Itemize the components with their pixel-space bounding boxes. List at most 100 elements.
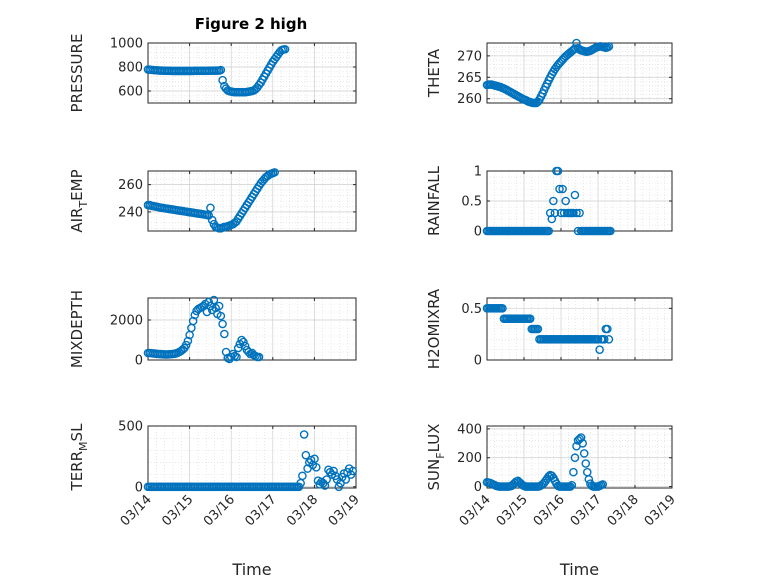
data-point bbox=[214, 301, 224, 311]
y-axis-label-sub: F bbox=[434, 452, 447, 458]
x-axis-label: Time bbox=[559, 560, 599, 579]
data-point bbox=[570, 190, 580, 200]
y-tick-label: 400 bbox=[457, 422, 482, 437]
data-point bbox=[311, 463, 321, 472]
data-point bbox=[604, 42, 614, 51]
data-point bbox=[604, 335, 614, 344]
y-axis-label-main: PRESSURE bbox=[68, 34, 86, 113]
y-axis-label: MIXDEPTH bbox=[68, 290, 86, 368]
data-point bbox=[270, 168, 279, 177]
y-axis-label: THETA bbox=[425, 48, 443, 98]
y-axis-label: SUNFLUX bbox=[425, 424, 447, 491]
y-axis-label-rest: LUX bbox=[425, 424, 443, 453]
data-point bbox=[545, 208, 555, 218]
y-axis-label: RAINFALL bbox=[425, 165, 443, 236]
data-point bbox=[218, 319, 227, 329]
data-point bbox=[598, 480, 608, 489]
data-point bbox=[558, 184, 567, 194]
data-point bbox=[498, 304, 507, 313]
y-axis-label: PRESSURE bbox=[68, 34, 86, 113]
data-point bbox=[239, 337, 248, 347]
x-tick-label: 03/18 bbox=[605, 492, 642, 529]
data-point bbox=[301, 450, 311, 460]
data-point bbox=[254, 352, 264, 362]
data-point bbox=[525, 314, 535, 323]
y-axis-label-main: H2OMIXRA bbox=[425, 288, 443, 369]
data-point bbox=[206, 203, 215, 213]
data-point bbox=[569, 208, 578, 218]
data-point bbox=[581, 459, 591, 468]
data-point bbox=[348, 466, 357, 476]
panel-6: 0 0.5 H2OMIXRA bbox=[425, 288, 673, 369]
data-point bbox=[533, 324, 543, 334]
data-point bbox=[575, 208, 584, 218]
y-tick-label: 0 bbox=[135, 480, 143, 495]
data-point bbox=[299, 430, 309, 439]
data-point bbox=[555, 184, 564, 194]
panel-1: 600 800 1000 PRESSURE bbox=[68, 34, 357, 113]
figure-title: Figure 2 high bbox=[195, 15, 308, 33]
y-tick-label: 800 bbox=[118, 61, 143, 76]
data-point bbox=[569, 467, 578, 477]
x-tick-label: 03/17 bbox=[243, 492, 280, 529]
x-tick-label: 03/15 bbox=[159, 492, 196, 529]
x-tick-label: 03/17 bbox=[568, 492, 605, 529]
y-axis-label-main: MIXDEPTH bbox=[68, 290, 86, 368]
y-axis-label: TERRMSL bbox=[68, 423, 90, 492]
y-axis-label-main: TERR bbox=[68, 451, 86, 492]
x-tick-label: 03/19 bbox=[642, 492, 679, 529]
y-tick-label: 0 bbox=[135, 354, 143, 369]
data-point bbox=[549, 196, 558, 206]
y-tick-label: 0 bbox=[474, 480, 482, 495]
y-axis-label-main: THETA bbox=[425, 48, 443, 98]
x-tick-label: 03/19 bbox=[326, 492, 363, 529]
axes-background bbox=[148, 426, 356, 488]
data-point bbox=[183, 336, 193, 346]
data-point bbox=[544, 226, 554, 236]
data-point bbox=[204, 297, 214, 307]
data-point bbox=[322, 475, 331, 484]
y-tick-label: 270 bbox=[457, 49, 482, 64]
x-tick-label: 03/15 bbox=[494, 492, 531, 529]
data-point bbox=[207, 215, 217, 225]
data-point bbox=[595, 345, 604, 354]
panel-7: 0 500 TERRMSL 03/14 03/15 03/16 03/17 03/18 03/1… bbox=[68, 420, 363, 580]
y-axis-label: AIRTEMP bbox=[68, 169, 90, 232]
data-point bbox=[579, 449, 589, 458]
panel-3: 240 260 AIRTEMP bbox=[68, 168, 357, 233]
data-point bbox=[280, 44, 290, 54]
y-tick-label: 260 bbox=[118, 178, 143, 193]
panel-5: 0 2000 MIXDEPTH bbox=[68, 290, 357, 369]
data-point bbox=[188, 316, 198, 326]
y-tick-label: 1000 bbox=[110, 37, 143, 52]
data-point bbox=[220, 329, 229, 339]
axes-box bbox=[147, 297, 357, 361]
y-axis-label-sub: T bbox=[77, 201, 90, 209]
data-point bbox=[310, 454, 319, 464]
data-point bbox=[566, 482, 575, 491]
axes-box bbox=[486, 425, 673, 489]
y-axis-label-main: RAINFALL bbox=[425, 165, 443, 236]
y-tick-label: 600 bbox=[118, 85, 143, 100]
data-point bbox=[329, 466, 338, 476]
y-axis-label: H2OMIXRA bbox=[425, 288, 443, 369]
data-point bbox=[606, 226, 615, 236]
data-point bbox=[320, 481, 330, 490]
data-point bbox=[298, 471, 307, 481]
x-axis-label: Time bbox=[231, 560, 271, 579]
y-tick-label: 0.5 bbox=[461, 302, 482, 317]
y-tick-label: 200 bbox=[457, 451, 482, 466]
panel-2: 260 265 270 THETA bbox=[425, 38, 673, 108]
y-tick-label: 1 bbox=[474, 165, 482, 180]
data-point bbox=[578, 439, 587, 448]
data-point bbox=[232, 352, 241, 362]
data-point bbox=[550, 208, 560, 218]
y-axis-label-rest: EMP bbox=[68, 169, 86, 200]
data-point bbox=[209, 295, 219, 305]
y-tick-label: 0 bbox=[474, 354, 482, 369]
y-axis-label-main: SUN bbox=[425, 459, 443, 491]
y-tick-label: 500 bbox=[118, 420, 143, 435]
data-point bbox=[216, 311, 226, 321]
data-point bbox=[603, 324, 612, 334]
